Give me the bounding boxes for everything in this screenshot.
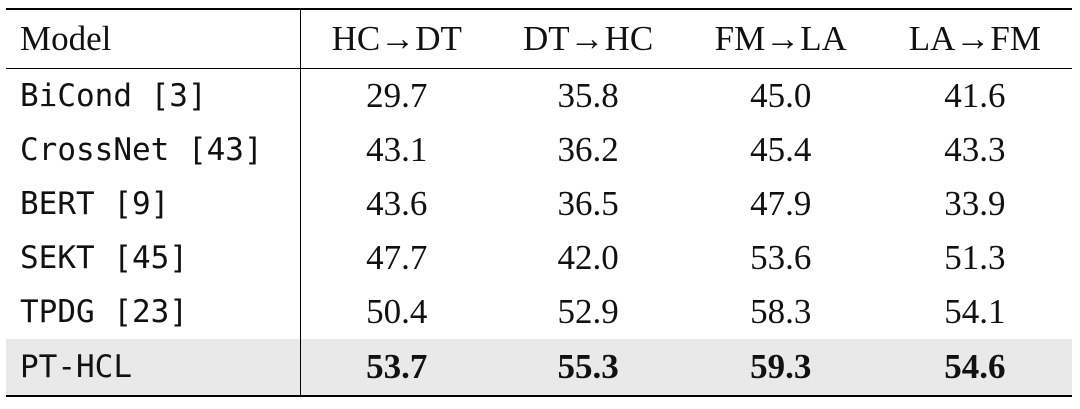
score-cell: 53.7 [300, 339, 493, 396]
header-cell: LA→FM [877, 9, 1072, 69]
header-row: Model HC→DT DT→HC FM→LA LA→FM [6, 9, 1072, 69]
header-cell: DT→HC [492, 9, 684, 69]
model-cell: BiCond [3] [6, 68, 301, 123]
table-row: TPDG [23] 50.4 52.9 58.3 54.1 [6, 285, 1072, 339]
score-cell: 55.3 [492, 339, 684, 396]
score-cell: 47.7 [366, 238, 428, 277]
score-cell: 58.3 [750, 292, 812, 331]
results-table: Model HC→DT DT→HC FM→LA LA→FM BiCond [3] 29.7… [6, 8, 1072, 397]
table-row: SEKT [45] 47.7 42.0 53.6 51.3 [6, 231, 1072, 285]
score-cell: 29.7 [366, 76, 428, 115]
model-cell: PT-HCL [6, 339, 301, 396]
score-cell: 53.6 [750, 238, 812, 277]
score-cell: 41.6 [944, 76, 1006, 115]
score-cell: 36.5 [557, 184, 619, 223]
header-cell: HC→DT [300, 9, 493, 69]
score-cell: 43.1 [366, 130, 428, 169]
table-row: BERT [9] 43.6 36.5 47.9 33.9 [6, 177, 1072, 231]
header-cell: Model [6, 9, 301, 69]
score-cell: 54.6 [877, 339, 1072, 396]
model-cell: SEKT [45] [6, 231, 301, 285]
score-cell: 50.4 [366, 292, 428, 331]
table-row: BiCond [3] 29.7 35.8 45.0 41.6 [6, 68, 1072, 123]
score-cell: 45.0 [750, 76, 812, 115]
score-cell: 51.3 [944, 238, 1006, 277]
score-cell: 33.9 [944, 184, 1006, 223]
model-cell: BERT [9] [6, 177, 301, 231]
table-row: CrossNet [43] 43.1 36.2 45.4 43.3 [6, 123, 1072, 177]
score-cell: 35.8 [557, 76, 619, 115]
score-cell: 42.0 [557, 238, 619, 277]
score-cell: 47.9 [750, 184, 812, 223]
model-cell: CrossNet [43] [6, 123, 301, 177]
score-cell: 43.3 [944, 130, 1006, 169]
score-cell: 43.6 [366, 184, 428, 223]
score-cell: 54.1 [944, 292, 1006, 331]
score-cell: 59.3 [683, 339, 878, 396]
score-cell: 45.4 [750, 130, 812, 169]
table-body: BiCond [3] 29.7 35.8 45.0 41.6 CrossNet [43] 4… [6, 68, 1072, 396]
table-row: PT-HCL 53.7 55.3 59.3 54.6 [6, 339, 1072, 396]
score-cell: 52.9 [557, 292, 619, 331]
model-cell: TPDG [23] [6, 285, 301, 339]
score-cell: 36.2 [557, 130, 619, 169]
header-cell: FM→LA [683, 9, 878, 69]
